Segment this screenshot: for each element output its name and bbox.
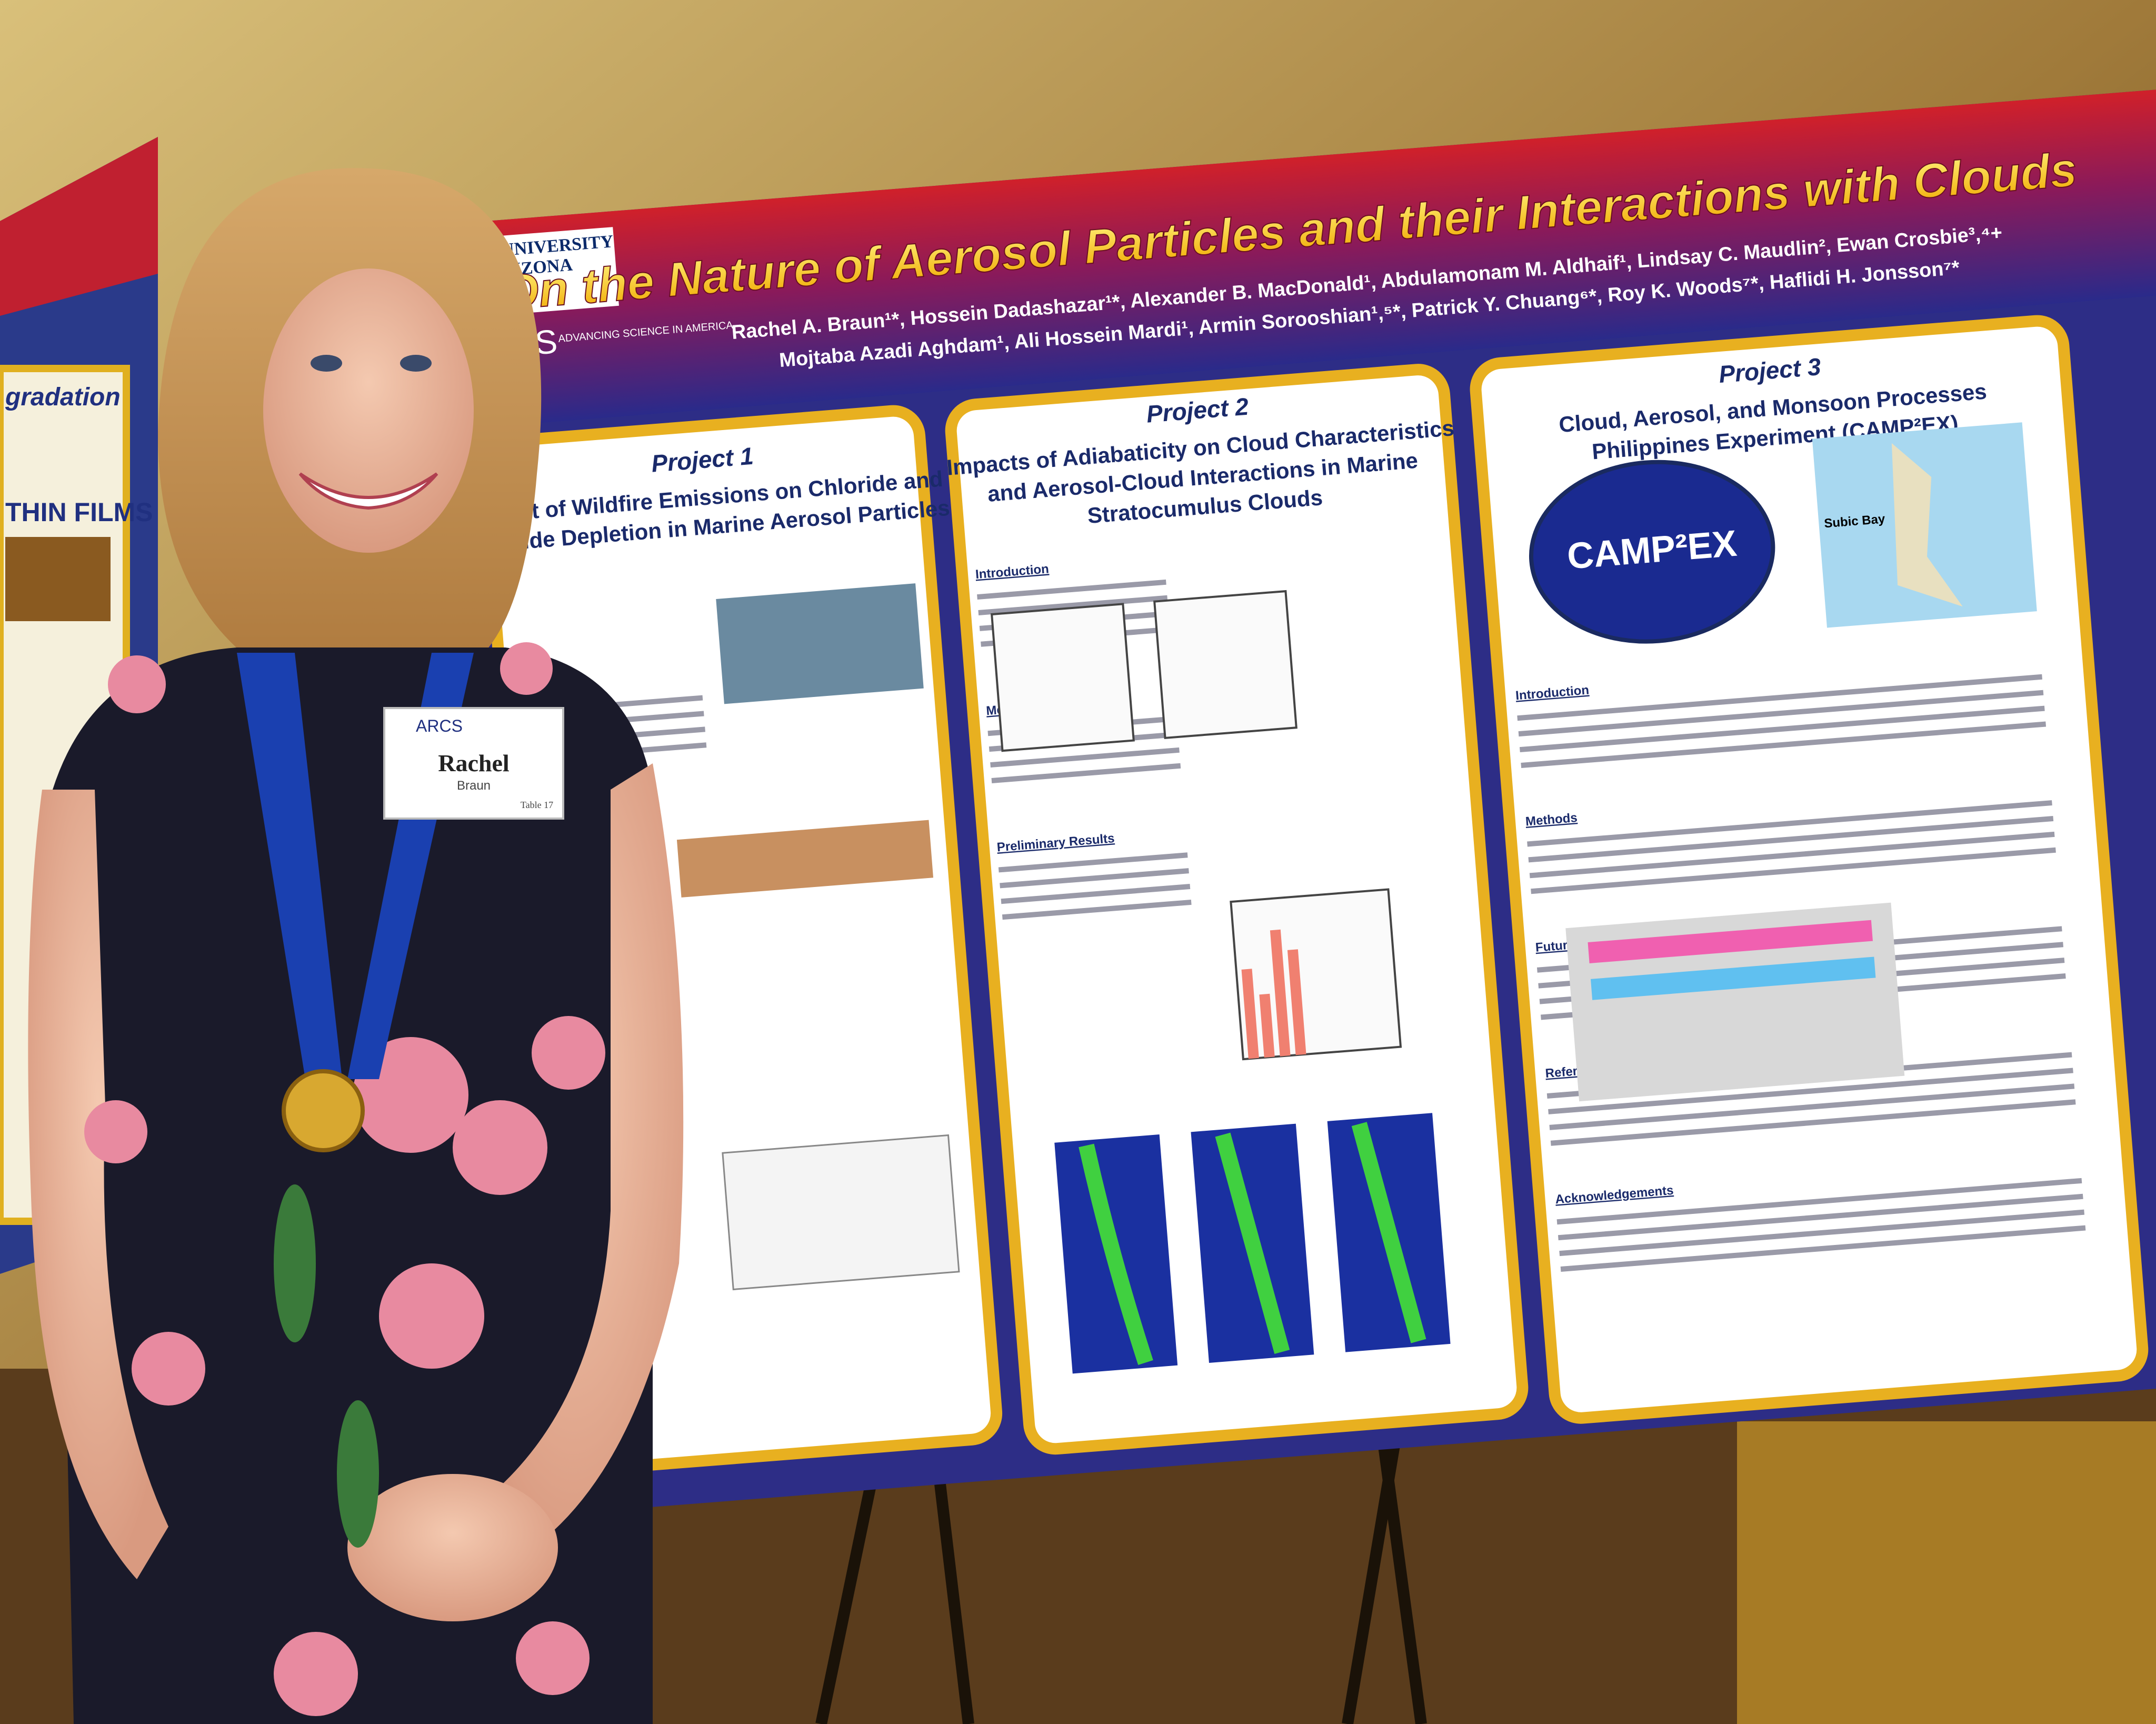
figure-part (676, 820, 934, 898)
text-line (1549, 1083, 2075, 1130)
person-part-part (379, 1263, 484, 1369)
person-part-part (453, 1100, 547, 1195)
name-tag-first: Rachel (438, 750, 509, 776)
text-line (1560, 1225, 2086, 1272)
text-line (1556, 1178, 2082, 1225)
text-line (978, 595, 1168, 615)
text-line (1548, 1068, 2073, 1114)
person-part (53, 647, 653, 1724)
person-part (347, 1474, 558, 1621)
person-part-part (274, 1184, 316, 1342)
left-poster-part (5, 537, 111, 621)
figure-part (1270, 929, 1291, 1057)
figure-part (990, 603, 1135, 752)
person-part-part (532, 1016, 605, 1090)
left-poster-heading: gradation (5, 383, 121, 411)
figure-part (1287, 949, 1306, 1055)
person-part-part (516, 1621, 590, 1695)
person (28, 168, 684, 1724)
figure-part (1153, 590, 1297, 740)
text-line (977, 579, 1166, 600)
left-poster-part (0, 137, 158, 316)
text-line (1002, 899, 1192, 920)
text-line (1550, 1099, 2076, 1146)
figure: CAMP²EX Subic Bay (676, 422, 2037, 1374)
person-part (298, 472, 438, 510)
text-line (1558, 1193, 2083, 1241)
easel-part (1342, 1410, 1406, 1724)
person-part (463, 763, 684, 1569)
person-part (237, 653, 342, 1079)
figure-part (1241, 969, 1259, 1059)
person-part-part (274, 1632, 358, 1716)
text-line (998, 852, 1188, 873)
figure-part (1079, 1143, 1153, 1366)
text-line (1521, 721, 2047, 768)
person-part (282, 1069, 365, 1152)
figure-part (1529, 460, 1775, 644)
background-part (1737, 1421, 2156, 1724)
figure-part (722, 1134, 960, 1291)
name-tag-last: Braun (457, 779, 491, 793)
text-line (1001, 884, 1191, 904)
main-poster-part (402, 83, 2156, 433)
text-line (1517, 674, 2042, 721)
text-line (1000, 868, 1189, 889)
name-tag: ARCS Rachel Braun Table 17 (383, 707, 564, 820)
text-line (991, 763, 1181, 783)
figure-part (1588, 920, 1873, 963)
person-part-part (84, 1100, 147, 1163)
person-part (400, 355, 432, 372)
text-line (1559, 1209, 2085, 1257)
text-line (990, 747, 1180, 768)
person-part (274, 1184, 379, 1548)
figure-part (1590, 956, 1876, 1000)
figure-part (1351, 1122, 1426, 1343)
figure-part (1891, 443, 1963, 607)
text-line (1519, 705, 2045, 753)
person-part (28, 790, 168, 1579)
left-poster-heading: THIN FILMS (5, 497, 153, 527)
person-part (263, 268, 474, 553)
person-part-part (132, 1332, 205, 1406)
text-line (1527, 800, 2052, 847)
text-line (1529, 831, 2055, 879)
figure-part (1215, 1132, 1290, 1354)
figure-part (716, 583, 924, 704)
person-part-part (108, 655, 166, 713)
person-part-part (500, 642, 553, 695)
text-line (1528, 815, 2054, 863)
person-part (311, 355, 342, 372)
person-part-part (337, 1400, 379, 1548)
name-tag-org: ARCS (416, 716, 463, 735)
figure-part (1259, 993, 1275, 1058)
text-line (1518, 690, 2044, 737)
name-tag-part (383, 707, 564, 820)
text-line (1531, 847, 2056, 894)
name-tag-table: Table 17 (521, 800, 553, 810)
